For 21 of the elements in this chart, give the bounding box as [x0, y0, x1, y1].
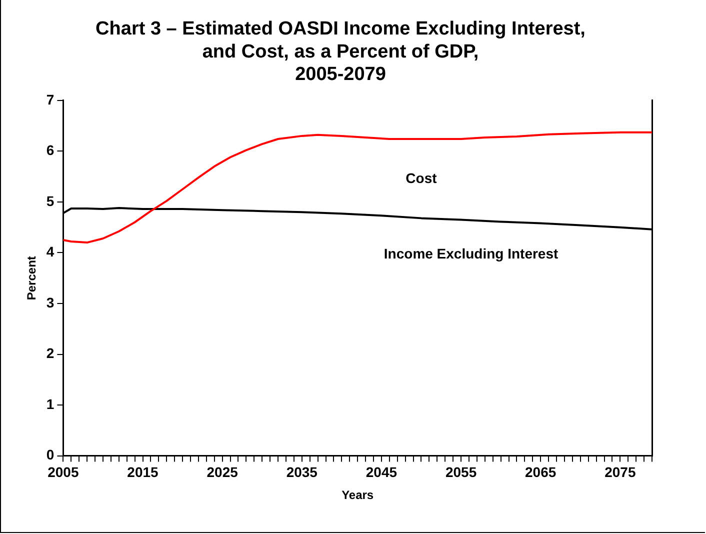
x-tick-label: 2025 — [206, 464, 238, 480]
x-tick-label: 2005 — [48, 464, 79, 480]
series-label: Income Excluding Interest — [384, 246, 558, 262]
x-axis-title: Years — [342, 488, 374, 502]
y-tick-label: 3 — [46, 294, 54, 310]
chart-title: Chart 3 – Estimated OASDI Income Excluding Interest, and Cost, as a Percent of GDP, 2005-2079 — [96, 18, 586, 86]
x-tick-label: 2055 — [445, 464, 477, 480]
y-tick-label: 0 — [46, 446, 54, 463]
y-tick-label: 1 — [46, 396, 54, 412]
x-tick-label: 2075 — [604, 464, 636, 480]
x-tick-label: 2045 — [366, 464, 398, 480]
x-tick-label: 2015 — [127, 464, 159, 480]
y-tick-label: 6 — [46, 142, 54, 158]
y-axis-title: Percent — [24, 256, 39, 300]
y-tick-label: 5 — [46, 192, 54, 209]
y-tick-label: 7 — [46, 91, 54, 108]
x-tick-label: 2035 — [286, 464, 318, 480]
x-tick-label: 2065 — [525, 464, 556, 480]
text: Cost — [406, 170, 438, 186]
y-tick-label: 2 — [46, 345, 54, 362]
y-tick-label: 4 — [46, 244, 54, 260]
